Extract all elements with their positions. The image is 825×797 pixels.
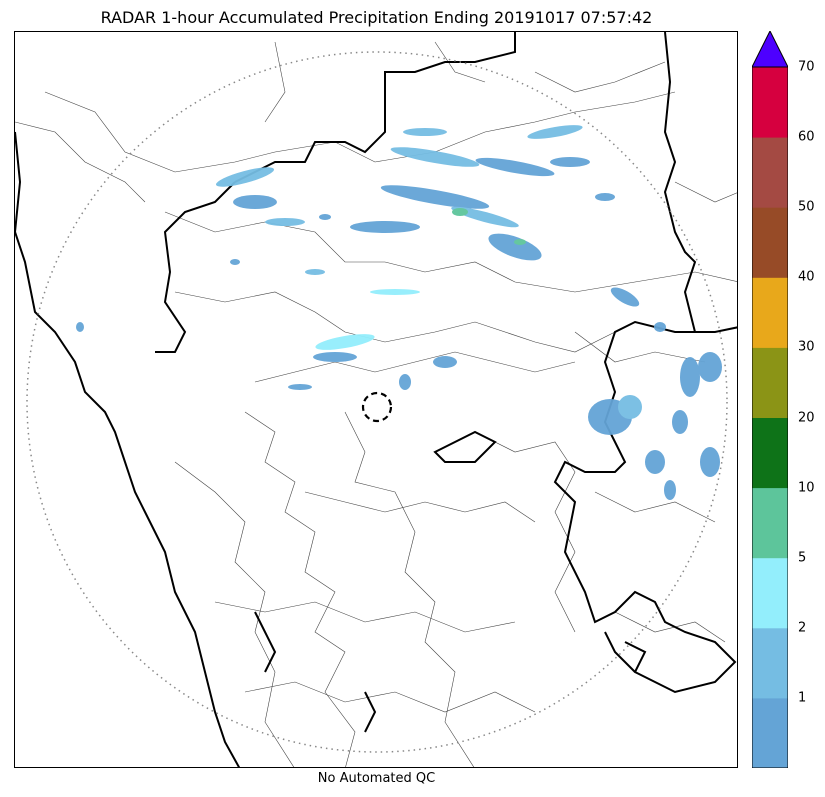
colorbar-tick-label: 40 — [798, 269, 815, 285]
colorbar-bin — [752, 67, 788, 138]
colorbar-tick-label: 30 — [798, 339, 815, 355]
colorbar-bin — [752, 557, 788, 629]
colorbar-bin — [752, 137, 788, 208]
colorbar-bin — [752, 347, 788, 418]
colorbar-outline — [752, 66, 788, 768]
colorbar-tick-label: 5 — [798, 550, 807, 566]
qc-caption: No Automated QC — [317, 771, 436, 786]
colorbar-tick-label: 10 — [798, 480, 815, 496]
colorbar-bin — [752, 277, 788, 348]
colorbar-tick-label: 2 — [798, 620, 807, 636]
colorbar-bin — [752, 207, 788, 278]
colorbar-over-triangle — [752, 31, 788, 68]
precipitation-echoes — [76, 125, 722, 500]
colorbar-tick-label: 60 — [798, 129, 815, 145]
radar-map[interactable] — [14, 31, 738, 768]
map-canvas — [15, 32, 737, 767]
colorbar-bin — [752, 627, 788, 699]
colorbar-bin — [752, 487, 788, 559]
colorbar-tick-label: 70 — [798, 59, 815, 75]
colorbar-tick-label: 1 — [798, 690, 807, 706]
radar-site-marker — [361, 391, 393, 423]
radar-range-ring — [26, 51, 728, 753]
colorbar-tick-label: 20 — [798, 410, 815, 425]
colorbar-tick-label: 50 — [798, 199, 815, 215]
map-title: RADAR 1-hour Accumulated Precipitation E… — [100, 8, 653, 27]
colorbar-bin — [752, 417, 788, 489]
colorbar-bin — [752, 697, 788, 768]
state-boundaries — [15, 32, 737, 767]
colorbar — [752, 31, 788, 768]
